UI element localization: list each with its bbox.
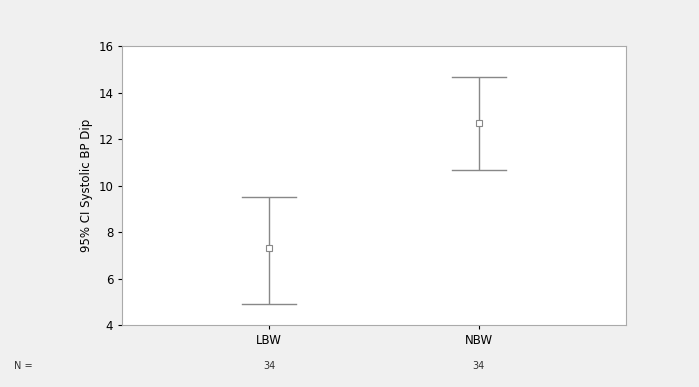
Text: N =: N =	[14, 361, 33, 371]
Text: 34: 34	[473, 361, 485, 371]
Y-axis label: 95% CI Systolic BP Dip: 95% CI Systolic BP Dip	[80, 119, 93, 252]
Text: 34: 34	[263, 361, 275, 371]
